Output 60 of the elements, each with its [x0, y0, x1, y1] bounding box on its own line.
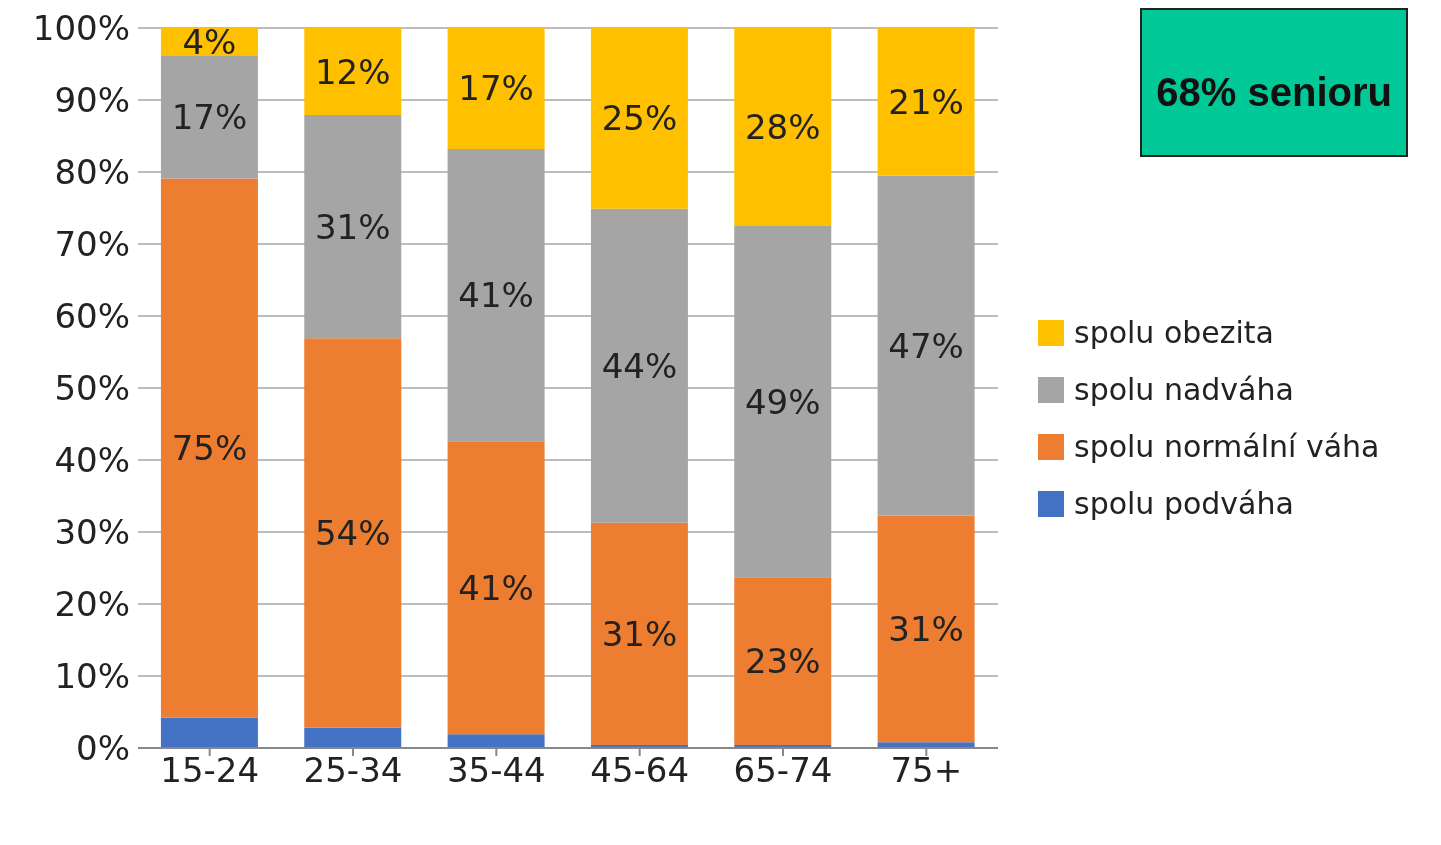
data-label: 31% — [314, 206, 391, 247]
bar — [734, 577, 832, 746]
bar — [447, 734, 545, 748]
y-tick-label: 70% — [54, 224, 130, 265]
y-tick-label: 30% — [54, 512, 130, 553]
data-label: 31% — [888, 608, 964, 649]
bar — [304, 338, 402, 728]
y-tick-label: 60% — [54, 296, 130, 337]
text: 68% senioru — [1140, 8, 1408, 157]
data-label: 49% — [744, 381, 821, 422]
data-label: 28% — [744, 107, 821, 147]
bar — [304, 115, 402, 339]
bar — [447, 28, 545, 149]
data-label: 12% — [314, 51, 391, 92]
legend-label: spolu podváha — [1074, 486, 1294, 521]
data-label: 75% — [171, 428, 248, 469]
bar — [877, 28, 975, 176]
x-tick-label: 75+ — [890, 750, 963, 791]
data-label: 21% — [888, 81, 964, 122]
bar — [160, 717, 258, 748]
data-label: 44% — [601, 345, 678, 386]
data-label: 41% — [458, 275, 534, 316]
bar — [734, 226, 832, 578]
bar — [447, 441, 545, 735]
data-label: 4% — [182, 22, 237, 63]
bar — [160, 178, 258, 718]
y-tick-label: 50% — [54, 368, 130, 409]
data-label: 25% — [601, 98, 678, 139]
x-tick-label: 45-64 — [590, 750, 690, 791]
data-label: 23% — [744, 641, 821, 682]
legend-label: spolu obezita — [1074, 315, 1274, 350]
data-label: 17% — [171, 97, 248, 138]
y-tick-label: 10% — [54, 656, 130, 697]
data-label: 41% — [458, 567, 534, 608]
bar — [590, 208, 688, 523]
bar — [590, 522, 688, 746]
y-tick-label: 90% — [54, 80, 130, 121]
x-tick-label: 35-44 — [446, 750, 546, 791]
x-tick-label: 65-74 — [733, 750, 833, 791]
legend-label: spolu nadváha — [1074, 372, 1294, 407]
bar — [160, 56, 258, 179]
y-tick-label: 0% — [76, 728, 130, 769]
bar — [304, 727, 402, 748]
bar — [877, 175, 975, 516]
x-tick-label: 25-34 — [303, 750, 403, 791]
bar — [304, 28, 402, 116]
y-tick-label: 40% — [54, 440, 130, 481]
data-label: 17% — [458, 68, 534, 109]
bar — [590, 28, 688, 209]
y-tick-label: 20% — [54, 584, 130, 625]
data-label: 31% — [601, 613, 678, 654]
y-tick-label: 80% — [54, 152, 130, 193]
y-tick-label: 100% — [32, 8, 130, 49]
legend-label: spolu normální váha — [1074, 429, 1380, 464]
data-label: 54% — [314, 513, 391, 554]
bar — [877, 515, 975, 743]
x-tick-label: 15-24 — [160, 750, 260, 791]
bar — [447, 148, 545, 442]
data-label: 47% — [888, 325, 964, 366]
bar — [734, 28, 832, 226]
